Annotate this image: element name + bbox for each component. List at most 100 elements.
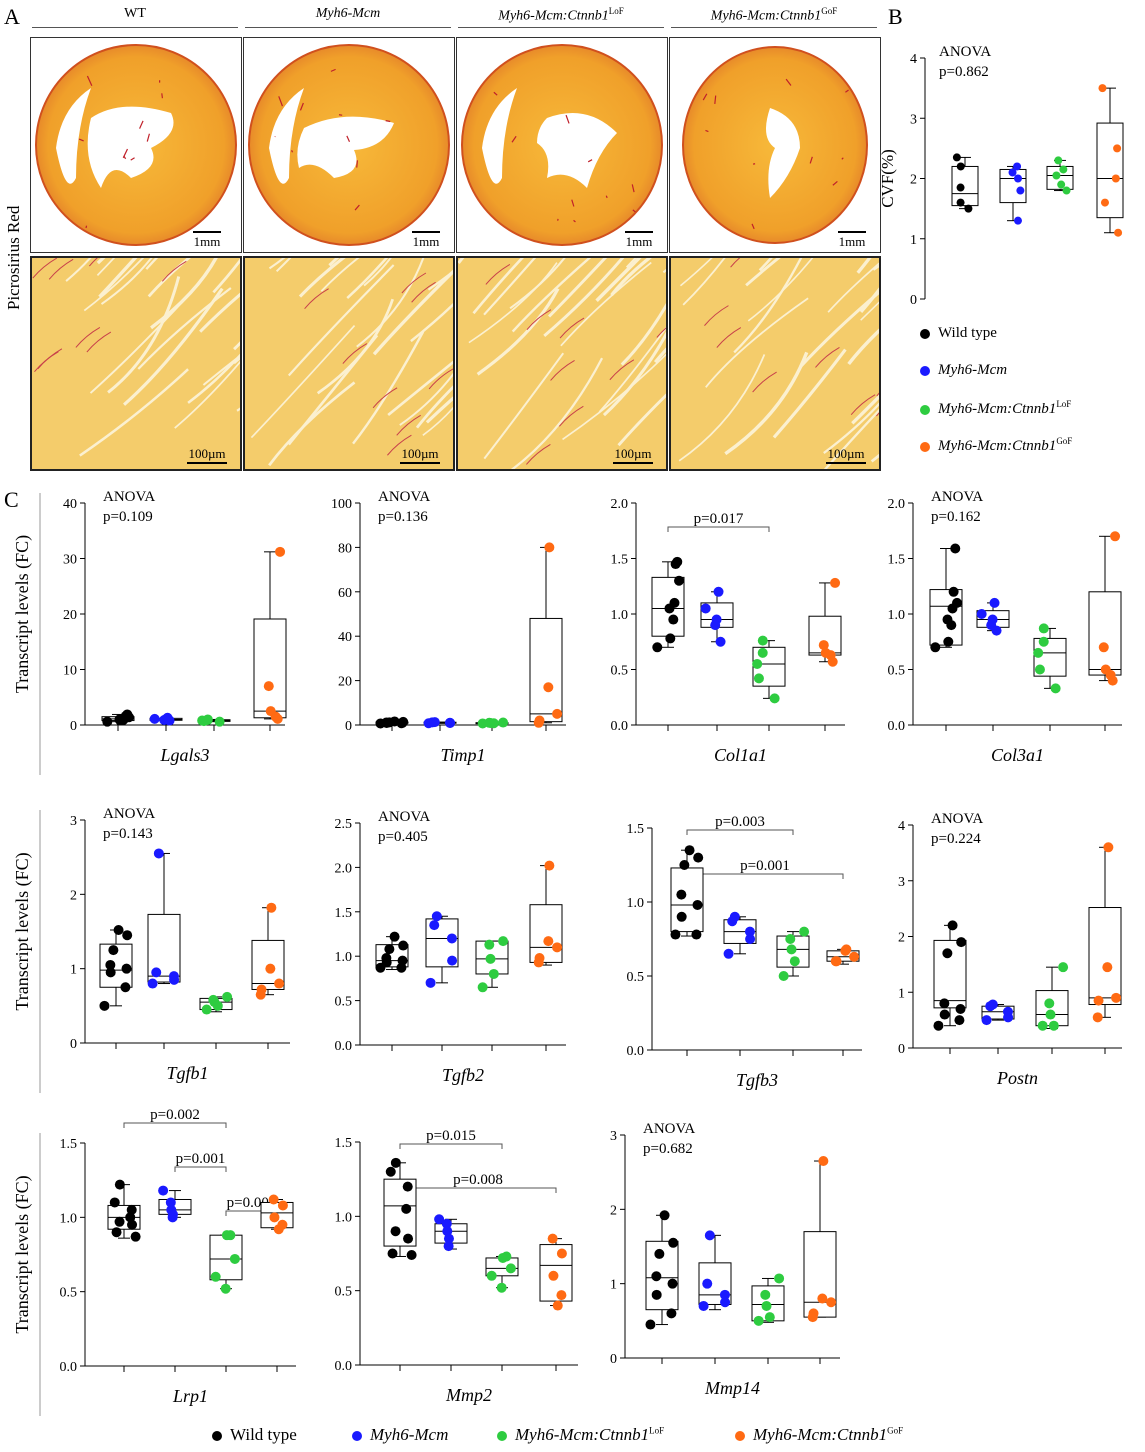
heart-section-image-2: 1mm bbox=[243, 37, 455, 253]
data-point bbox=[976, 609, 987, 619]
box-group-1 bbox=[933, 920, 967, 1031]
box bbox=[700, 602, 734, 628]
data-point bbox=[277, 1219, 288, 1230]
data-point bbox=[147, 978, 158, 989]
box-group-2 bbox=[423, 717, 457, 729]
data-point bbox=[441, 1218, 452, 1229]
data-point bbox=[807, 1312, 818, 1323]
data-point bbox=[168, 971, 179, 982]
box-group-4 bbox=[808, 577, 842, 667]
data-point bbox=[485, 953, 496, 964]
y-tick-label: 80 bbox=[338, 541, 352, 556]
box-group-1 bbox=[929, 543, 963, 653]
data-point bbox=[667, 1278, 678, 1289]
data-point bbox=[166, 1204, 177, 1215]
x-axis-label: Col3a1 bbox=[991, 745, 1044, 765]
box-group-3 bbox=[752, 635, 786, 704]
data-point bbox=[102, 716, 113, 727]
box bbox=[529, 904, 563, 963]
data-point bbox=[403, 1233, 414, 1244]
legend-dot bbox=[920, 404, 930, 415]
data-point bbox=[947, 920, 958, 931]
data-point bbox=[651, 1271, 662, 1282]
box-group-3 bbox=[475, 936, 509, 993]
data-point bbox=[752, 658, 763, 669]
data-point bbox=[534, 715, 545, 726]
data-point bbox=[987, 999, 998, 1010]
data-point bbox=[488, 968, 499, 979]
data-point bbox=[501, 1251, 512, 1262]
data-point bbox=[273, 1224, 284, 1235]
data-point bbox=[808, 1308, 819, 1319]
data-point bbox=[1110, 531, 1121, 542]
data-point bbox=[753, 673, 764, 684]
data-point bbox=[1114, 228, 1123, 237]
data-point bbox=[729, 911, 740, 922]
data-point bbox=[719, 1289, 730, 1300]
box bbox=[698, 1262, 732, 1305]
data-point bbox=[208, 994, 219, 1005]
bottom-legend-item-2: Myh6-Mcm bbox=[352, 1425, 448, 1444]
data-point bbox=[162, 712, 173, 723]
data-point bbox=[981, 1015, 992, 1026]
data-point bbox=[397, 955, 408, 966]
y-tick-label: 0.5 bbox=[335, 995, 353, 1010]
stat-test-label: ANOVA bbox=[643, 1121, 695, 1137]
data-point bbox=[956, 183, 965, 192]
panel-b-letter: B bbox=[888, 4, 903, 29]
box bbox=[670, 867, 704, 933]
data-point bbox=[544, 860, 555, 871]
box-group-2 bbox=[698, 1230, 732, 1311]
data-point bbox=[818, 1156, 829, 1167]
data-point bbox=[375, 962, 386, 973]
data-point bbox=[1008, 168, 1017, 177]
y-tick-label: 1.0 bbox=[335, 1210, 353, 1225]
data-point bbox=[704, 1230, 715, 1241]
data-point bbox=[693, 852, 704, 863]
data-point bbox=[202, 715, 213, 726]
stat-test-label: ANOVA bbox=[931, 489, 983, 505]
data-point bbox=[952, 597, 963, 608]
chart-postn: 0 1 2 3 4 Postn ANOVA p=0.224 bbox=[898, 811, 1122, 1088]
data-point bbox=[265, 706, 276, 717]
data-point bbox=[948, 586, 959, 597]
data-point bbox=[444, 717, 455, 728]
comparison-p-value: p=0.015 bbox=[426, 1128, 476, 1144]
data-point bbox=[442, 1226, 453, 1237]
data-point bbox=[120, 982, 131, 993]
box bbox=[199, 997, 233, 1011]
box bbox=[1088, 907, 1122, 1006]
x-axis-label: Mmp14 bbox=[704, 1378, 760, 1398]
data-point bbox=[727, 916, 738, 927]
data-point bbox=[486, 1270, 497, 1281]
data-point bbox=[114, 1179, 125, 1190]
data-point bbox=[496, 1282, 507, 1293]
y-tick-label: 2 bbox=[70, 888, 77, 903]
data-point bbox=[955, 1003, 966, 1014]
data-point bbox=[277, 1200, 288, 1211]
y-tick-label: 60 bbox=[338, 586, 352, 601]
data-point bbox=[108, 945, 119, 956]
data-point bbox=[1107, 675, 1118, 686]
box bbox=[375, 944, 409, 968]
box-group-1 bbox=[670, 845, 704, 940]
row-label-picrosirius-red: Picrosirius Red bbox=[4, 205, 23, 310]
data-point bbox=[987, 614, 998, 625]
box bbox=[260, 1201, 294, 1229]
zoom-image-2: 100µm bbox=[243, 256, 455, 471]
data-point bbox=[121, 963, 132, 974]
data-point bbox=[548, 1270, 559, 1281]
y-tick-label: 0 bbox=[910, 293, 917, 308]
comparison-p-value: p=0.003 bbox=[227, 1195, 277, 1211]
data-point bbox=[274, 978, 285, 989]
y-tick-label: 1.0 bbox=[60, 1211, 78, 1226]
data-point bbox=[1038, 623, 1049, 634]
y-tick-label: 0 bbox=[70, 1037, 77, 1052]
data-point bbox=[698, 1300, 709, 1311]
box bbox=[383, 1178, 417, 1247]
data-point bbox=[484, 717, 495, 728]
box bbox=[475, 940, 509, 975]
box-group-3 bbox=[1033, 623, 1067, 694]
box bbox=[1088, 591, 1122, 676]
y-tick-label: 2.0 bbox=[888, 497, 906, 512]
